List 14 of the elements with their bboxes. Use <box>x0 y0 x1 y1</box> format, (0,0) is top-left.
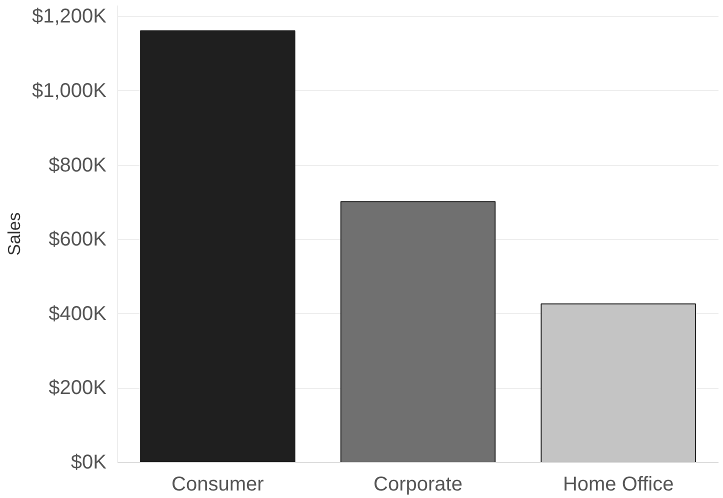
y-axis-title: Sales <box>4 212 24 256</box>
y-tick-label: $600K <box>48 228 108 251</box>
x-tick-label: Consumer <box>172 474 264 496</box>
x-tick-label: Corporate <box>374 474 462 496</box>
bar <box>540 303 696 462</box>
y-tick-label: $200K <box>48 377 108 400</box>
y-tick-label: $1,000K <box>32 80 108 102</box>
y-tick-label: $400K <box>48 302 108 325</box>
y-tick-label: $800K <box>48 154 108 176</box>
y-tick-label: $1,200K <box>32 6 108 28</box>
x-tick-label: Home Office <box>562 474 674 496</box>
bar <box>340 201 496 462</box>
y-tick-label: $0K <box>70 452 108 474</box>
bar <box>140 30 296 462</box>
